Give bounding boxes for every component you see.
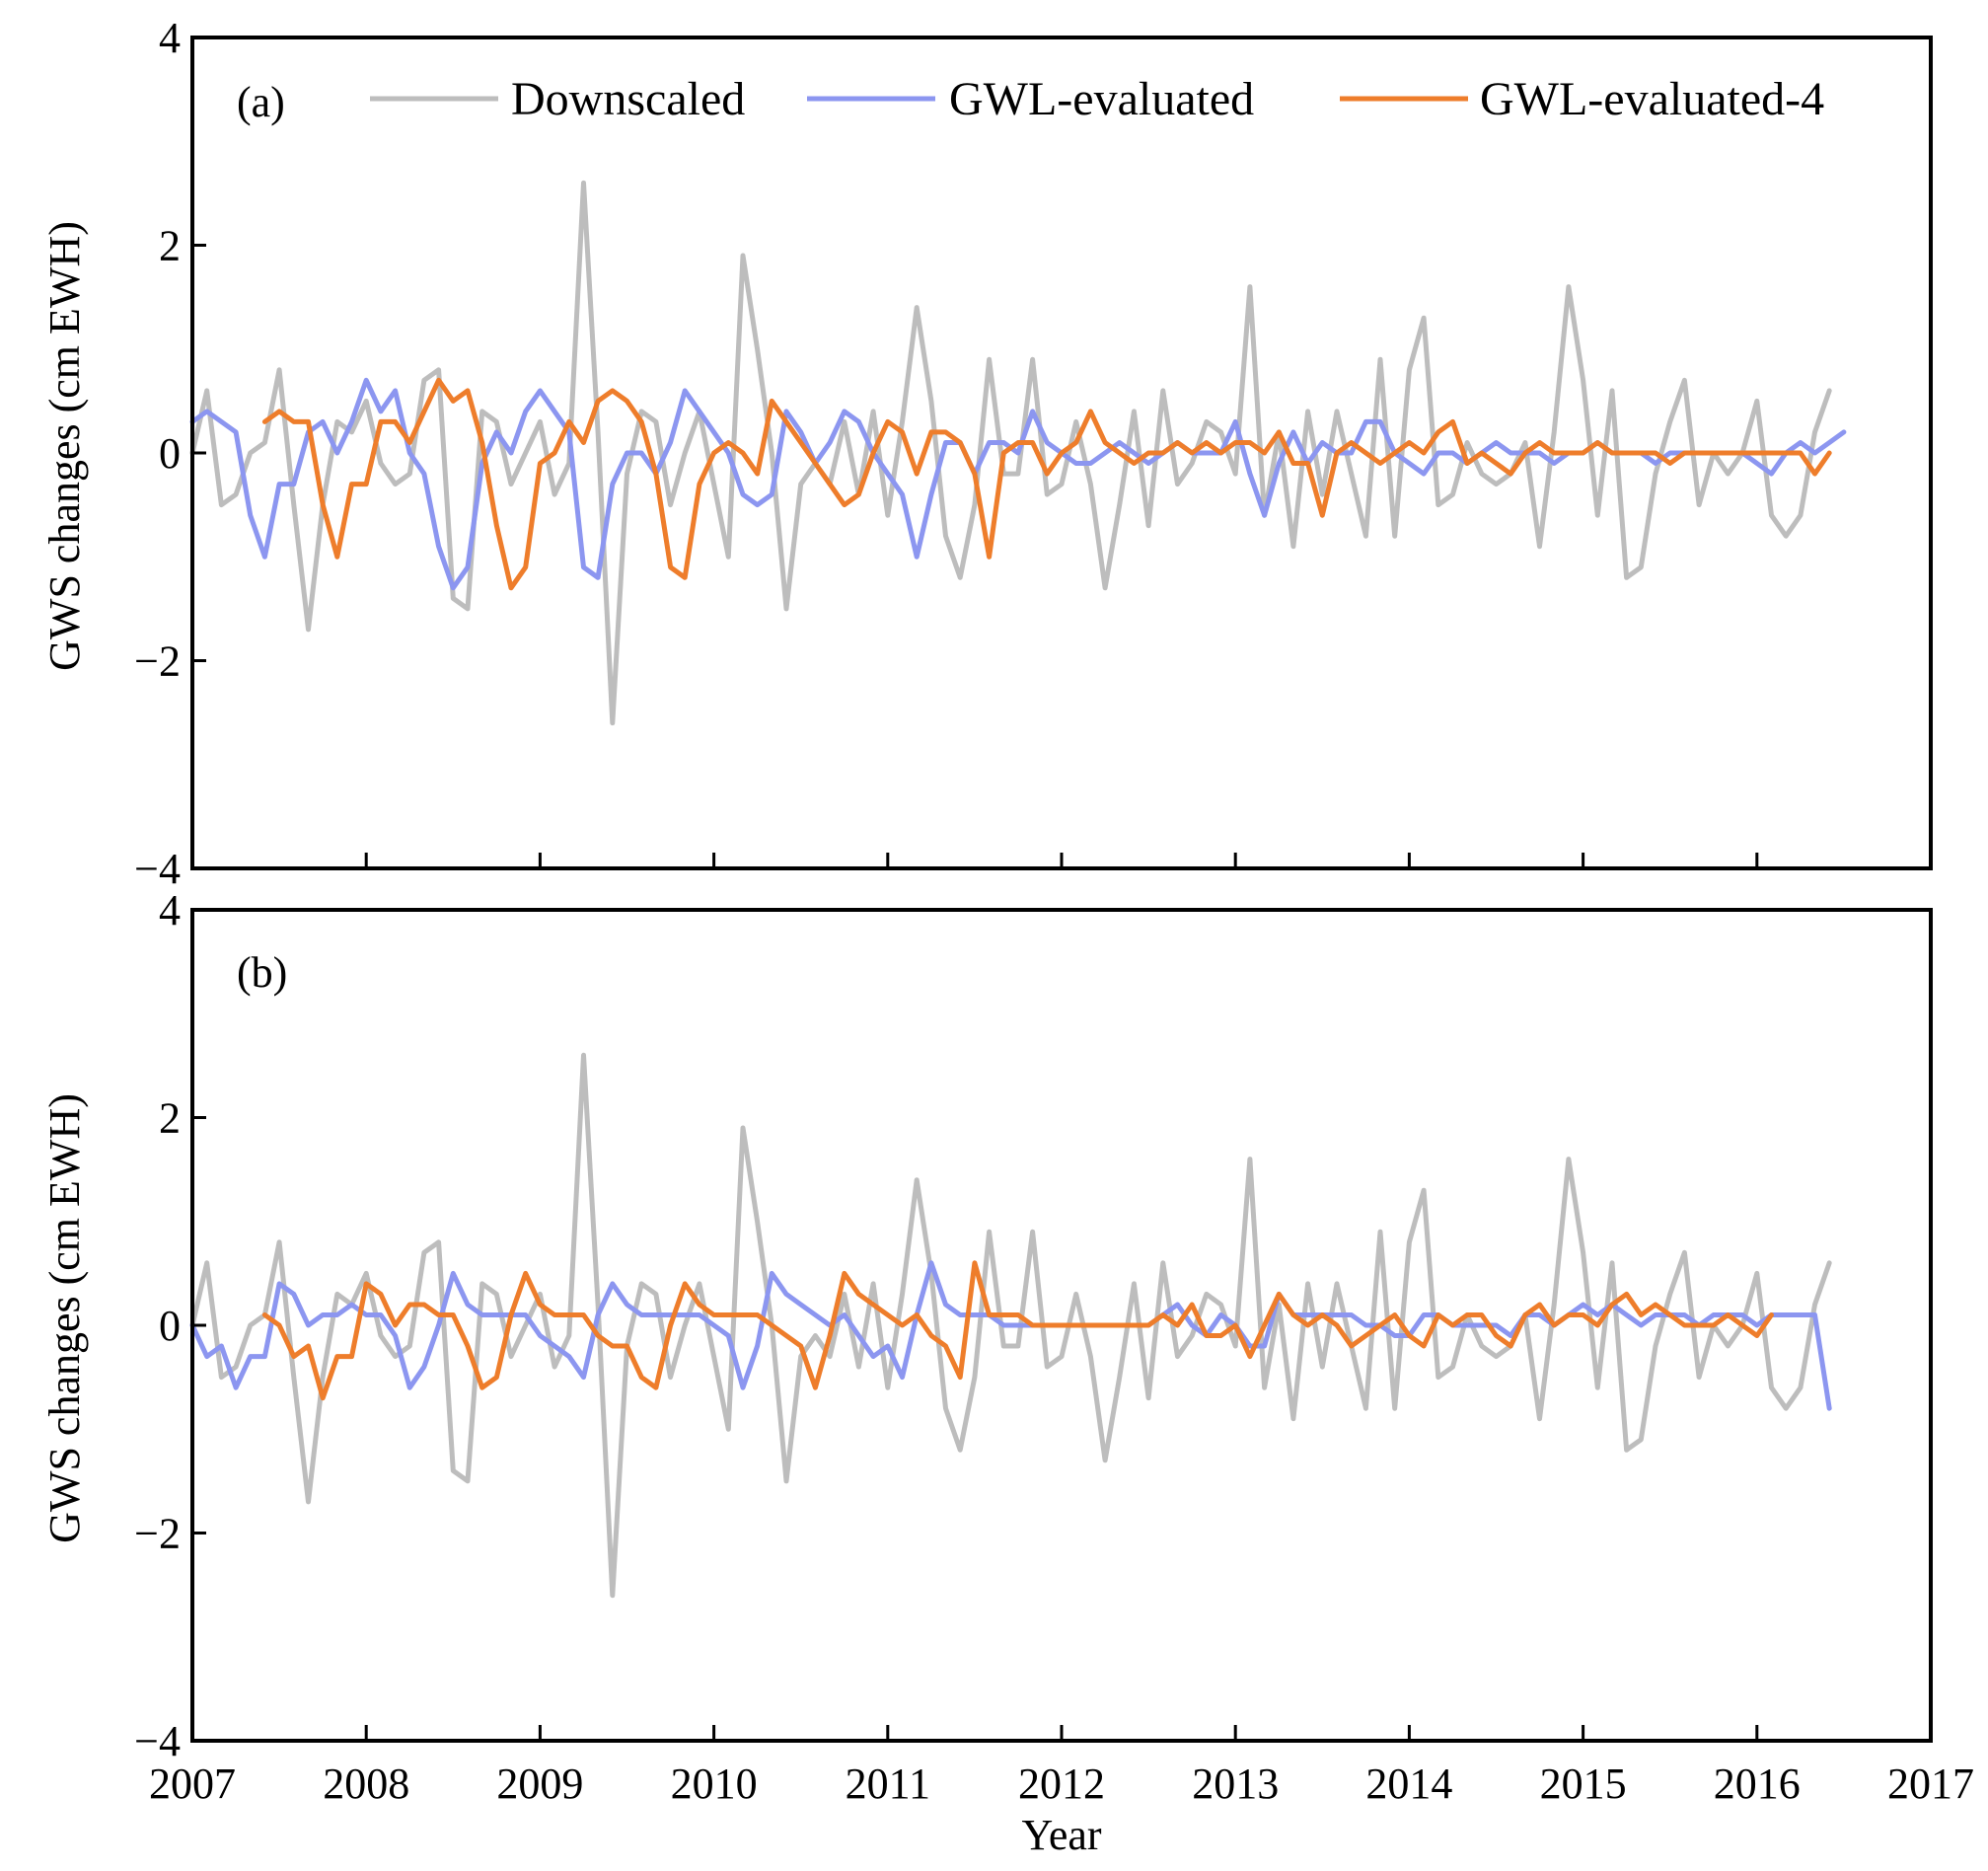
x-tick-label: 2009 (496, 1759, 583, 1808)
y-tick-label: −4 (134, 845, 181, 893)
y-axis-title-b: GWS changes (cm EWH) (40, 1093, 89, 1543)
panel-label-a: (a) (237, 78, 285, 126)
x-tick-label: 2007 (149, 1759, 236, 1808)
panel-a: (a) 4 2 0 −2 −4 GWS changes (cm EWH) Dow… (40, 14, 1933, 893)
y-tick-labels-a: 4 2 0 −2 −4 (134, 14, 181, 893)
legend-label-gwl-evaluated: GWL-evaluated (949, 73, 1254, 125)
y-tick-label: −2 (134, 1510, 181, 1558)
x-tick-label: 2014 (1365, 1759, 1452, 1808)
x-tick-label: 2015 (1540, 1759, 1627, 1808)
y-tick-label: −4 (134, 1717, 181, 1765)
x-tick-label: 2011 (846, 1759, 930, 1808)
y-tick-label: 4 (159, 14, 181, 62)
legend-label-gwl-evaluated-4: GWL-evaluated-4 (1480, 73, 1824, 125)
y-tick-labels-b: 4 2 0 −2 −4 (134, 886, 181, 1765)
x-axis-title: Year (1021, 1811, 1101, 1859)
x-tick-label: 2016 (1714, 1759, 1801, 1808)
y-axis-title-a: GWS changes (cm EWH) (40, 221, 89, 671)
legend-label-downscaled: Downscaled (511, 73, 745, 125)
y-tick-label: 2 (159, 1094, 181, 1143)
x-tick-label: 2017 (1887, 1759, 1974, 1808)
x-tick-label: 2012 (1018, 1759, 1105, 1808)
legend: Downscaled GWL-evaluated GWL-evaluated-4 (370, 73, 1824, 125)
series-line-downscaled (189, 1052, 1832, 1599)
series-line-gwl-evaluated-4 (261, 377, 1832, 591)
y-tick-label: 4 (159, 886, 181, 935)
series-line-gwl-evaluated-4 (261, 1260, 1774, 1401)
x-tick-label: 2013 (1192, 1759, 1279, 1808)
y-tick-label: 0 (159, 1302, 181, 1350)
y-tick-label: −2 (134, 637, 181, 686)
panel-b: (b) 4 2 0 −2 −4 GWS changes (cm EWH) 200… (40, 886, 1974, 1859)
panel-label-b: (b) (237, 948, 287, 997)
x-tick-label: 2008 (323, 1759, 409, 1808)
series-line-downscaled (189, 180, 1832, 726)
x-tick-label: 2010 (671, 1759, 758, 1808)
x-tick-labels: 2007 2008 2009 2010 2011 2012 2013 2014 … (149, 1759, 1974, 1808)
y-tick-label: 0 (159, 429, 181, 478)
y-tick-label: 2 (159, 222, 181, 270)
